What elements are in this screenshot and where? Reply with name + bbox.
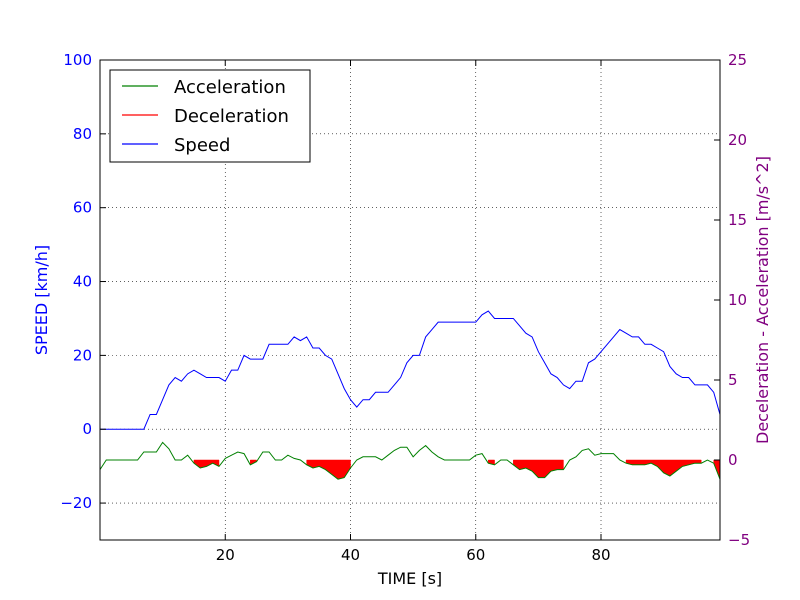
series-lines	[99, 310, 721, 480]
y-right-tick-label: 25	[728, 51, 747, 69]
y-axis-left-label: SPEED [km/h]	[32, 245, 51, 355]
y-left-tick-label: 0	[82, 420, 92, 438]
y-left-tick-label: 80	[73, 125, 92, 143]
legend-label-acceleration: Acceleration	[174, 77, 286, 98]
x-tick-label: 40	[341, 546, 360, 564]
legend-box	[109, 69, 311, 163]
x-tick-label: 20	[216, 546, 235, 564]
speed-line	[100, 310, 721, 430]
deceleration-fill-segment	[306, 459, 351, 480]
y-left-tick-label: −20	[60, 494, 92, 512]
y-right-tick-label: 20	[728, 131, 747, 149]
y-right-tick-label: 0	[728, 451, 738, 469]
y-right-tick-label: 5	[728, 371, 738, 389]
legend-label-speed: Speed	[174, 135, 230, 156]
y-left-tick-label: 100	[63, 51, 92, 69]
y-left-tick-label: 20	[73, 346, 92, 364]
y-left-tick-label: 60	[73, 199, 92, 217]
y-right-tick-label: −5	[728, 531, 750, 549]
legend-label-deceleration: Deceleration	[174, 106, 289, 127]
deceleration-fill-area	[193, 459, 721, 480]
deceleration-fill-segment	[625, 459, 702, 477]
x-axis-label: TIME [s]	[377, 569, 442, 588]
legend: Acceleration Deceleration Speed	[109, 69, 311, 163]
y-right-tick-label: 15	[728, 211, 747, 229]
y-left-tick-label: 40	[73, 273, 92, 291]
x-tick-label: 60	[466, 546, 485, 564]
grid-lines	[100, 60, 720, 540]
y-axis-right-label: Deceleration - Acceleration [m/s^2]	[753, 156, 772, 444]
x-tick-label: 80	[591, 546, 610, 564]
y-right-tick-label: 10	[728, 291, 747, 309]
axis-ticks: 20 40 60 80 −20 0 20 40 60 80 100 −5 0 5 10 15 20 25	[60, 51, 750, 564]
acceleration-line	[99, 441, 721, 480]
